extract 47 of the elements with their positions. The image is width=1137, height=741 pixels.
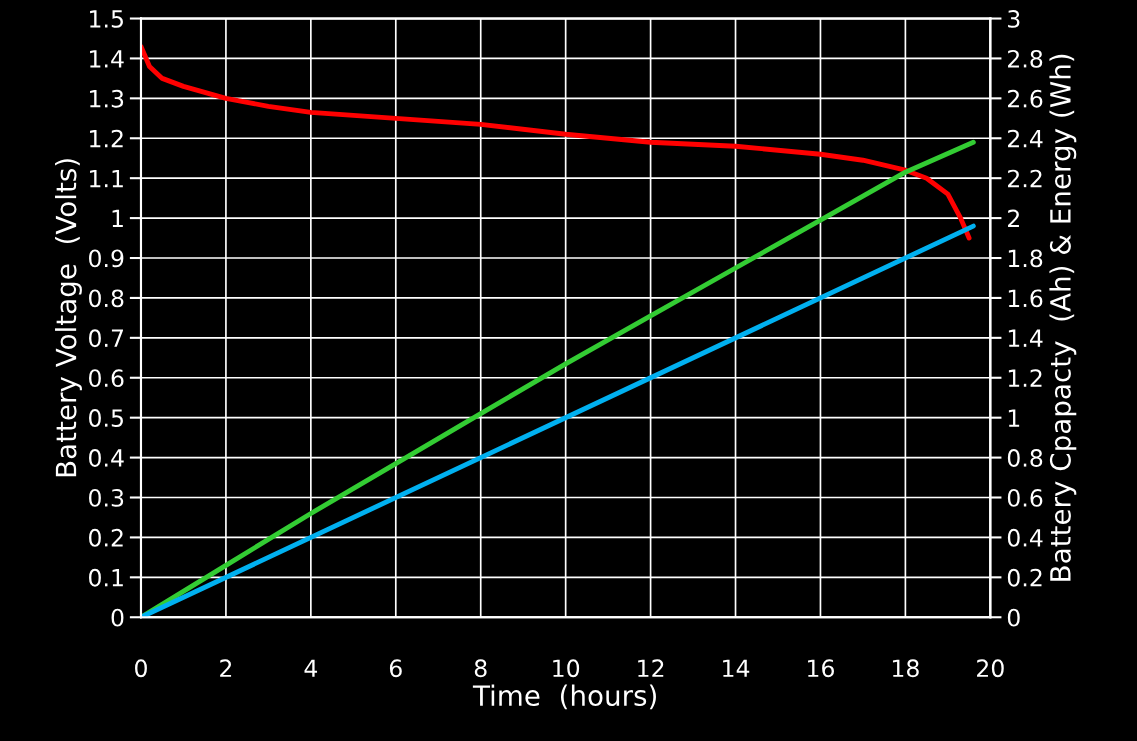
y2-tick-label: 0.8	[1007, 449, 1043, 467]
y2-tick-label: 0.2	[1007, 568, 1042, 587]
x-tick-label: 12	[638, 659, 664, 677]
x-tick-label: 2	[220, 659, 232, 677]
x-tick-label: 0	[135, 659, 147, 678]
y-tick-label: 0	[111, 608, 124, 627]
y2-tick-label: 1.8	[1008, 249, 1043, 268]
x-tick-label: 20	[977, 659, 1004, 678]
y2-tick-label: 2.8	[1008, 49, 1043, 68]
y2-tick-label: 0	[1007, 608, 1020, 627]
y2-tick-label: 3	[1008, 9, 1020, 28]
y-tick-label: 1.3	[90, 89, 124, 108]
y2-tick-label: 1.2	[1008, 369, 1042, 387]
y2-tick-label: 1.6	[1008, 289, 1043, 308]
y2-tick-label: 2.4	[1008, 129, 1043, 148]
y-tick-label: 1.4	[90, 50, 124, 68]
y2-tick-label: 0.6	[1007, 488, 1043, 507]
x-tick-label: 8	[474, 659, 487, 678]
x-tick-label: 6	[389, 659, 402, 678]
y-tick-label: 0.6	[89, 369, 124, 388]
y2-tick-label: 2.2	[1008, 169, 1042, 188]
y-tick-label: 1	[112, 209, 123, 228]
y-tick-label: 1.1	[90, 169, 123, 188]
x-tick-label: 10	[553, 659, 580, 678]
y-axis-title: Battery Voltage (Volts)	[55, 159, 82, 477]
y2-axis-title: Battery Cpapacty (Ah) & Energy (Wh)	[1049, 54, 1077, 581]
y2-tick-label: 1.4	[1008, 329, 1043, 347]
y2-tick-label: 1	[1008, 409, 1020, 427]
y-tick-label: 0.3	[89, 488, 124, 507]
y-tick-label: 0.4	[89, 449, 124, 467]
y-tick-label: 0.8	[89, 289, 124, 308]
y-tick-label: 0.5	[89, 409, 123, 427]
x-tick-label: 16	[808, 659, 834, 678]
x-tick-label: 18	[892, 659, 919, 678]
y2-tick-label: 0.4	[1007, 528, 1043, 547]
y-tick-label: 0.9	[89, 249, 124, 268]
y-tick-label: 1.5	[90, 10, 123, 28]
line-series	[140, 44, 972, 241]
x-axis-title: Time (hours)	[472, 684, 656, 710]
y-tick-label: 1.2	[90, 129, 123, 148]
y-tick-label: 0.2	[89, 528, 123, 547]
y-tick-label: 0.1	[89, 568, 123, 587]
x-tick-label: 14	[723, 659, 750, 677]
y-tick-label: 0.7	[89, 329, 123, 348]
x-tick-label: 4	[304, 659, 318, 677]
y2-tick-label: 2	[1008, 209, 1019, 228]
y2-tick-label: 2.6	[1008, 89, 1043, 108]
